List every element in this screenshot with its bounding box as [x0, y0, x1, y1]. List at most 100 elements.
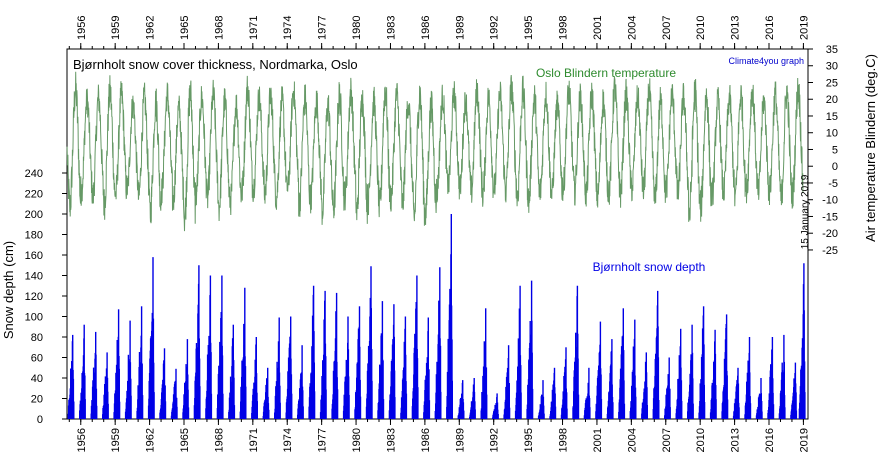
snow-season	[216, 275, 224, 419]
snow-season	[400, 316, 408, 419]
x-tick-label-top: 1995	[523, 16, 535, 40]
snow-season	[709, 329, 717, 419]
snow-season	[675, 328, 683, 419]
right-tick-label: 10	[826, 128, 838, 140]
x-tick-label-top: 1968	[213, 16, 225, 40]
date-note: 15 January 2019	[800, 174, 811, 249]
snow-season	[629, 319, 637, 419]
x-tick-label-top: 1983	[386, 16, 398, 40]
snow-season	[744, 337, 752, 419]
x-tick-label-bottom: 2004	[626, 428, 638, 452]
snow-season	[90, 331, 98, 419]
x-tick-label-bottom: 1962	[145, 428, 157, 452]
snow-season	[606, 339, 614, 419]
left-tick-label: 20	[31, 394, 43, 406]
tick-marks	[62, 43, 813, 425]
snow-season	[469, 378, 476, 419]
snow-season	[595, 321, 603, 419]
snow-season	[331, 292, 339, 419]
snow-season	[377, 301, 385, 419]
snow-season	[721, 314, 729, 419]
left-tick-label: 140	[25, 271, 43, 283]
snow-season	[113, 309, 121, 419]
x-tick-label-top: 1998	[558, 16, 570, 40]
x-tick-label-bottom: 2007	[661, 428, 673, 452]
snow-season	[457, 380, 465, 419]
snow-season	[434, 267, 442, 419]
snow-season	[492, 393, 499, 419]
x-tick-label-top: 1992	[489, 16, 501, 40]
snow-season	[239, 287, 247, 419]
right-tick-label: -20	[822, 228, 838, 240]
snow-season	[78, 324, 86, 419]
snow-season	[319, 290, 327, 419]
left-tick-label: 40	[31, 373, 43, 385]
left-tick-label: 160	[25, 250, 43, 262]
right-tick-label: 15	[826, 111, 838, 123]
right-tick-label: 5	[832, 144, 838, 156]
right-tick-label: -25	[822, 245, 838, 257]
x-tick-label-top: 2019	[798, 16, 810, 40]
snow-season	[503, 345, 511, 419]
left-tick-label: 100	[25, 312, 43, 324]
x-tick-label-top: 2013	[730, 16, 742, 40]
snow-season	[342, 316, 350, 419]
left-tick-label: 220	[25, 189, 43, 201]
snow-season	[285, 316, 293, 419]
x-tick-label-bottom: 1977	[317, 428, 329, 452]
x-tick-label-top: 1971	[248, 16, 260, 40]
snow-season	[354, 306, 362, 419]
snow-season	[228, 324, 236, 419]
right-tick-label: -10	[822, 195, 838, 207]
snow-season	[205, 275, 213, 419]
snow-depth-series	[67, 214, 806, 419]
x-tick-label-bottom: 2016	[764, 428, 776, 452]
snow-season	[423, 317, 431, 419]
left-tick-label: 80	[31, 332, 43, 344]
snow-season	[549, 367, 557, 419]
x-tick-label-bottom: 1986	[420, 428, 432, 452]
x-tick-label-bottom: 1956	[76, 428, 88, 452]
snow-season	[170, 368, 178, 419]
temperature-legend: Oslo Blindern temperature	[536, 66, 676, 80]
x-tick-label-bottom: 1959	[110, 428, 122, 452]
x-tick-label-top: 1965	[179, 16, 191, 40]
snow-season	[297, 345, 304, 419]
snow-season	[193, 265, 201, 419]
snow-season	[308, 285, 316, 419]
temperature-series	[66, 71, 804, 232]
snow-legend: Bjørnholt snow depth	[593, 260, 706, 274]
snow-season	[101, 352, 109, 419]
x-tick-label-bottom: 1989	[454, 428, 466, 452]
snow-season	[664, 357, 671, 419]
snow-season	[790, 362, 798, 419]
snow-season	[767, 337, 775, 419]
x-tick-label-top: 1974	[282, 16, 294, 40]
snow-season	[480, 308, 488, 419]
right-tick-label: 30	[826, 61, 838, 73]
right-tick-label: 35	[826, 44, 838, 56]
x-tick-label-top: 1962	[145, 16, 157, 40]
x-tick-label-bottom: 1983	[386, 428, 398, 452]
tick-labels: 1956 1956 1959 1959 1962 1962 1965 1965 1968 1968…	[25, 16, 838, 453]
left-tick-label: 0	[37, 414, 43, 426]
snow-season	[136, 306, 144, 419]
snow-season	[732, 367, 740, 419]
snow-season	[67, 334, 75, 419]
snow-season	[652, 290, 660, 419]
snow-season	[798, 263, 806, 419]
x-tick-label-bottom: 1992	[489, 428, 501, 452]
x-tick-label-top: 1959	[110, 16, 122, 40]
snow-season	[514, 285, 522, 419]
snow-season	[182, 339, 190, 419]
x-tick-label-top: 1956	[76, 16, 88, 40]
left-tick-label: 60	[31, 353, 43, 365]
snow-season	[778, 334, 786, 419]
x-tick-label-bottom: 1995	[523, 428, 535, 452]
snow-season	[583, 367, 591, 419]
x-tick-label-bottom: 1971	[248, 428, 260, 452]
x-tick-label-top: 1980	[351, 16, 363, 40]
x-tick-label-bottom: 2019	[798, 428, 810, 452]
x-tick-label-top: 2007	[661, 16, 673, 40]
x-tick-label-top: 1989	[454, 16, 466, 40]
